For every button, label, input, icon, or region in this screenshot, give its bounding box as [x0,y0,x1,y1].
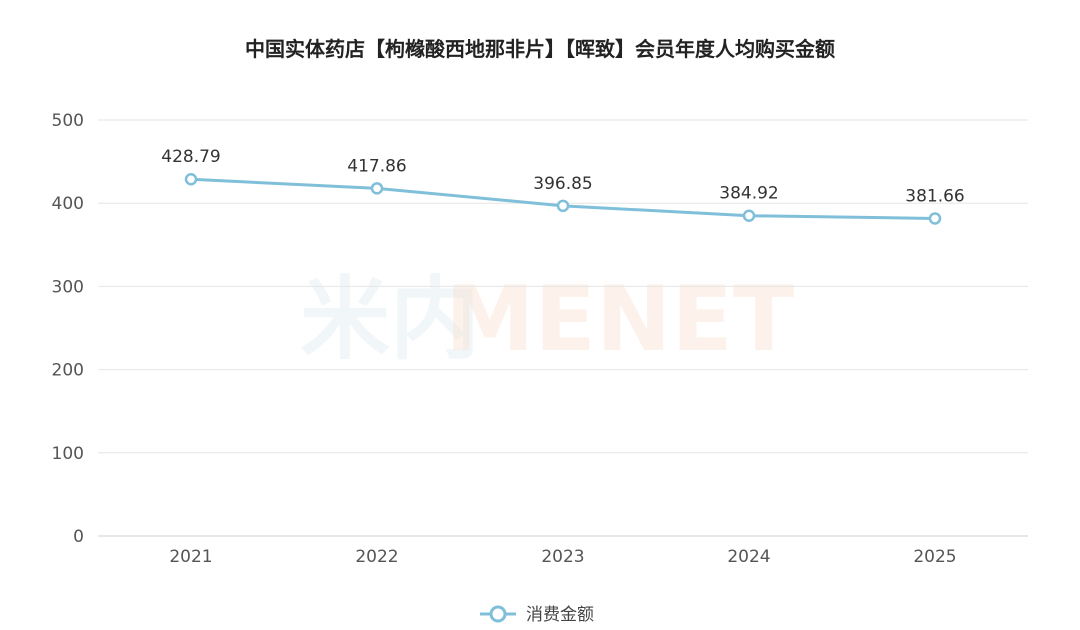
y-tick-label: 200 [52,361,84,381]
data-label: 417.86 [347,156,406,176]
watermark-cn: 米内 [300,267,480,372]
chart-title: 中国实体药店【枸橼酸西地那非片】【晖致】会员年度人均购买金额 [245,37,835,61]
y-tick-label: 300 [52,277,84,297]
data-point[interactable] [370,182,384,195]
x-tick-label: 2024 [727,547,770,567]
x-tick-label: 2021 [169,547,212,567]
data-point[interactable] [742,209,756,222]
watermark: 米内 MENET [300,267,794,372]
x-tick-label: 2022 [355,547,398,567]
data-label: 428.79 [161,147,220,167]
y-tick-label: 400 [52,194,84,214]
y-tick-label: 100 [52,444,84,464]
x-tick-label: 2023 [541,547,584,567]
watermark-en: MENET [445,267,794,372]
x-tick-label: 2025 [913,547,956,567]
y-tick-label: 500 [52,111,84,131]
data-label: 396.85 [533,174,592,194]
legend-label: 消费金额 [526,605,594,625]
y-axis: 0 100 200 300 400 500 [52,111,84,547]
x-axis: 2021 2022 2023 2024 2025 [169,547,956,567]
data-point[interactable] [556,199,570,213]
y-tick-label: 0 [73,527,84,547]
legend-marker-icon [489,605,507,623]
data-label: 381.66 [905,186,964,206]
data-label: 384.92 [719,184,778,204]
legend[interactable]: 消费金额 [480,605,594,625]
data-point[interactable] [928,212,942,225]
data-point[interactable] [184,172,198,186]
grid [98,119,1028,537]
series: 428.79 417.86 396.85 384.92 381.66 [161,147,965,225]
